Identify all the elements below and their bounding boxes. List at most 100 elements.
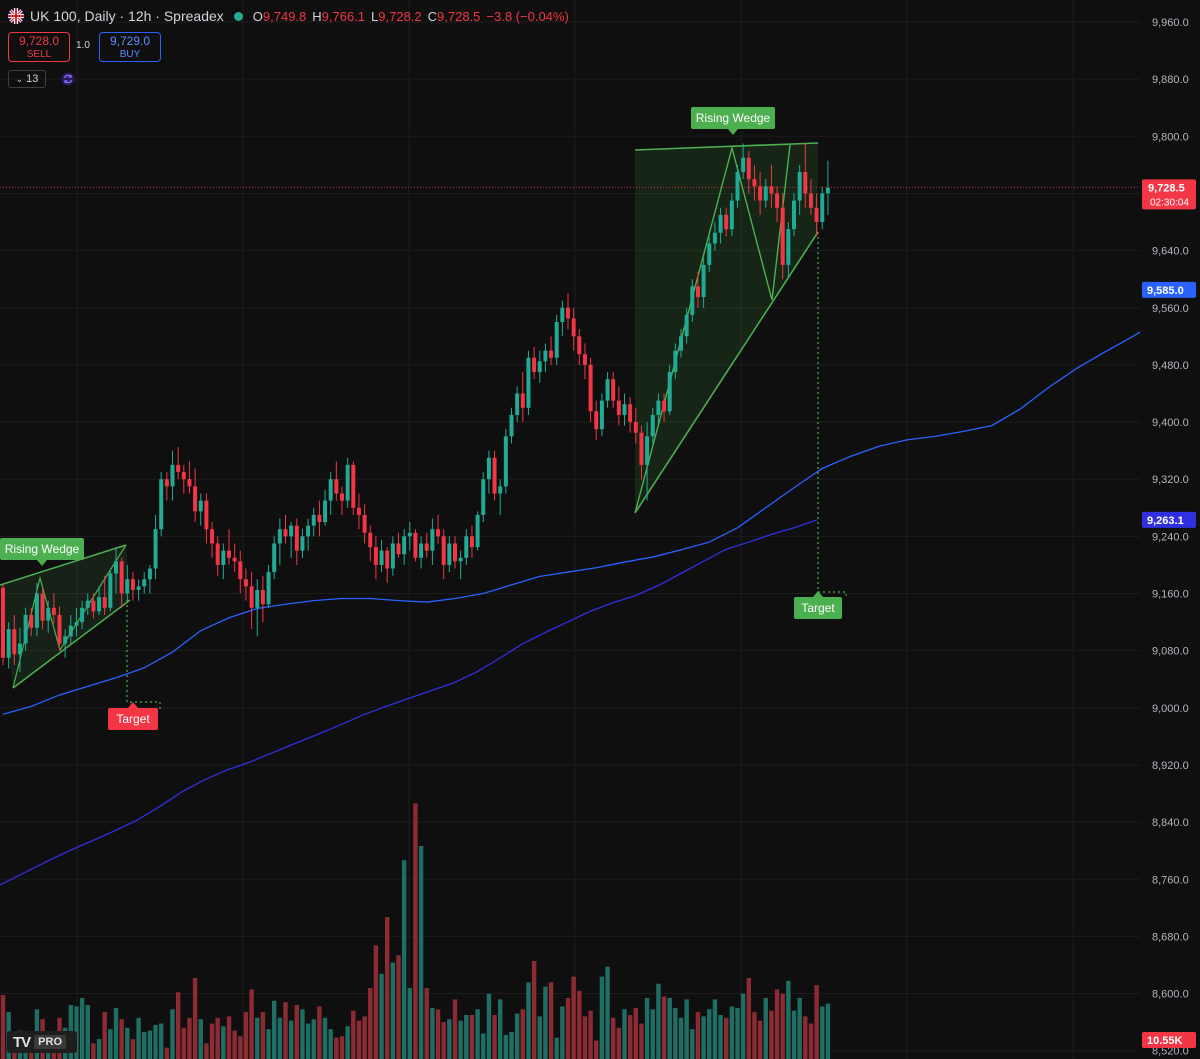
candle-body [311, 514, 316, 526]
candle-body [1, 587, 5, 658]
volume-bar [820, 1006, 825, 1059]
wedge-patterns [0, 142, 847, 712]
volume-bar [418, 846, 424, 1059]
candle-body [34, 593, 39, 628]
candle-body [492, 457, 497, 494]
volume-bar [322, 1017, 328, 1059]
candle-body [91, 600, 96, 612]
rising-wedge-label-left-text: Rising Wedge [5, 542, 80, 556]
sync-icon[interactable] [61, 72, 75, 86]
candle-body [407, 532, 412, 537]
candle-body [238, 561, 243, 580]
candle-body [424, 543, 429, 551]
sell-button[interactable]: 9,728.0 SELL [8, 32, 70, 62]
axis-background [1140, 0, 1200, 1059]
volume-bar [407, 988, 412, 1059]
volume-bar [215, 1017, 220, 1059]
volume-bar [622, 1009, 627, 1059]
volume-bar [763, 997, 768, 1059]
volume-bar [401, 860, 407, 1059]
candle-body [204, 500, 209, 530]
axis-tick-label: 9,880.0 [1152, 74, 1189, 86]
candle-body [170, 464, 175, 487]
candle-body [532, 357, 537, 373]
candle-body [780, 207, 785, 265]
volume-bar [752, 1012, 757, 1059]
candle-body [130, 579, 135, 590]
candle-body [63, 636, 68, 644]
candle-body [12, 629, 17, 655]
volume-bar [272, 1000, 277, 1059]
uk-flag-icon [8, 8, 24, 24]
price-axis[interactable]: 9,960.09,880.09,800.09,720.09,640.09,560… [1140, 0, 1200, 1059]
volume-bar [198, 1019, 203, 1059]
high-label: H [312, 8, 322, 24]
ma-slow-tag-bg [1142, 511, 1196, 528]
candle-body [51, 607, 56, 615]
candle-body [724, 214, 729, 230]
axis-tick-label: 8,600.0 [1152, 989, 1189, 1001]
market-open-icon [233, 11, 243, 21]
candle-body [181, 472, 186, 480]
volume-bar [582, 1016, 588, 1059]
low-label: L [371, 8, 379, 24]
axis-tick-label: 9,080.0 [1152, 646, 1189, 658]
volume-bar [565, 997, 571, 1059]
volume-bar [503, 1034, 509, 1059]
candle-body [469, 536, 474, 548]
volume-bar [305, 1023, 311, 1059]
candle-body [509, 414, 514, 437]
volume-bars [0, 803, 831, 1059]
tradingview-logo[interactable]: TV PRO [7, 1031, 77, 1053]
volume-bar [385, 917, 390, 1059]
candle-body [119, 561, 124, 594]
candle-body [679, 336, 683, 351]
candle-body [582, 354, 587, 365]
candle-body [605, 379, 610, 401]
volume-bar [294, 1005, 299, 1059]
candle-body [29, 614, 34, 628]
axis-tick-label: 9,240.0 [1152, 531, 1189, 543]
candle-body [752, 179, 757, 187]
volume-bar [142, 1032, 147, 1059]
ma-fast-tag: 9,585.0 [1147, 285, 1184, 297]
candle-body [419, 543, 424, 558]
axis-tick-label: 9,160.0 [1152, 589, 1189, 601]
volume-bar [373, 945, 379, 1059]
volume-bar [204, 1043, 209, 1059]
volume-bar [667, 997, 672, 1059]
moving-averages [0, 295, 1200, 886]
candle-body [436, 529, 441, 537]
candle-body [187, 479, 192, 487]
candle-body [215, 543, 220, 565]
candle-body [560, 307, 565, 323]
volume-bar [571, 976, 576, 1059]
volume-bar [452, 999, 458, 1059]
volume-bar [554, 1037, 559, 1059]
buy-button[interactable]: 9,729.0 BUY [99, 32, 161, 62]
candle-body [741, 157, 746, 173]
sell-label: SELL [26, 49, 52, 60]
indicators-toggle[interactable]: ⌄ 13 [8, 70, 46, 88]
volume-bar [435, 1009, 441, 1059]
volume-bar [339, 1036, 345, 1059]
candle-body [402, 536, 407, 555]
candle-body [300, 536, 305, 551]
candle-body [701, 264, 706, 298]
volume-bar [509, 1032, 514, 1059]
volume-bar [379, 973, 384, 1059]
volume-bar [238, 1036, 243, 1059]
volume-bar [481, 1033, 486, 1059]
ma-fast-tag-bg [1142, 281, 1196, 298]
candle-body [74, 622, 79, 626]
volume-bar [458, 1020, 463, 1059]
indicator-count: 13 [26, 73, 39, 85]
rising-wedge-label-left-pointer [37, 560, 47, 566]
candle-body [458, 557, 463, 562]
candlesticks [0, 143, 1140, 673]
candle-body [97, 597, 102, 612]
rising-wedge-label-right-bg [691, 107, 775, 129]
candle-body [323, 500, 328, 523]
symbol-title[interactable]: UK 100, Daily · 12h · Spreadex [30, 8, 224, 24]
